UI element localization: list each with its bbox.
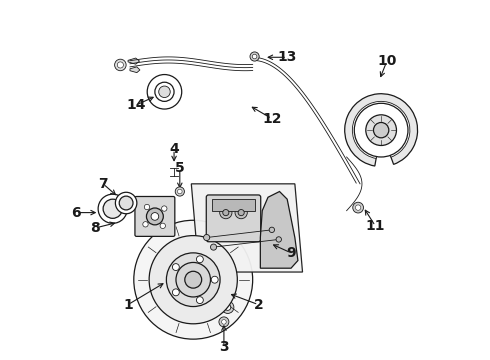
Circle shape — [159, 86, 170, 98]
Text: 5: 5 — [175, 162, 185, 175]
Circle shape — [117, 62, 123, 68]
Circle shape — [211, 244, 217, 250]
Text: 14: 14 — [126, 98, 146, 112]
Circle shape — [220, 206, 232, 219]
Circle shape — [177, 189, 182, 194]
Circle shape — [149, 235, 237, 324]
Circle shape — [353, 202, 364, 213]
Circle shape — [235, 206, 247, 219]
Circle shape — [145, 204, 149, 210]
FancyBboxPatch shape — [206, 195, 261, 242]
Text: 3: 3 — [219, 340, 229, 354]
Circle shape — [172, 289, 179, 296]
Circle shape — [147, 75, 182, 109]
Text: 13: 13 — [277, 50, 297, 64]
Circle shape — [196, 256, 203, 263]
Circle shape — [225, 304, 231, 310]
Circle shape — [172, 264, 179, 270]
Circle shape — [115, 59, 126, 71]
Text: 7: 7 — [98, 177, 108, 191]
Circle shape — [147, 208, 163, 225]
Circle shape — [119, 196, 133, 210]
Circle shape — [175, 187, 184, 196]
Circle shape — [167, 253, 220, 307]
Circle shape — [196, 297, 203, 303]
Circle shape — [373, 122, 389, 138]
Text: 1: 1 — [123, 298, 133, 312]
Text: 2: 2 — [253, 298, 263, 312]
Circle shape — [355, 205, 361, 210]
Text: 8: 8 — [91, 221, 100, 235]
Circle shape — [366, 115, 396, 145]
Circle shape — [221, 301, 234, 314]
Circle shape — [223, 210, 229, 216]
Polygon shape — [130, 67, 140, 73]
Circle shape — [160, 223, 166, 229]
Text: 9: 9 — [286, 246, 296, 260]
Polygon shape — [260, 192, 298, 268]
Circle shape — [134, 220, 253, 339]
Circle shape — [143, 222, 148, 227]
Circle shape — [115, 192, 137, 214]
Circle shape — [155, 82, 174, 102]
Circle shape — [221, 320, 226, 324]
Circle shape — [238, 210, 244, 216]
Circle shape — [103, 199, 122, 219]
Circle shape — [221, 287, 234, 299]
Circle shape — [162, 206, 167, 211]
Text: 12: 12 — [262, 112, 282, 126]
Circle shape — [151, 213, 159, 220]
Circle shape — [354, 103, 408, 157]
Wedge shape — [352, 102, 410, 158]
Circle shape — [225, 290, 231, 296]
Circle shape — [203, 234, 210, 240]
Text: 4: 4 — [169, 142, 179, 156]
Circle shape — [185, 271, 202, 288]
Text: 11: 11 — [366, 219, 385, 233]
Text: 6: 6 — [72, 206, 81, 220]
Polygon shape — [191, 184, 302, 272]
Circle shape — [219, 317, 229, 327]
Circle shape — [250, 52, 259, 61]
Polygon shape — [128, 58, 140, 64]
Circle shape — [276, 237, 281, 242]
Wedge shape — [344, 94, 417, 166]
FancyBboxPatch shape — [135, 197, 175, 237]
Circle shape — [252, 54, 257, 59]
Circle shape — [269, 227, 274, 233]
Text: 10: 10 — [377, 54, 396, 68]
Circle shape — [211, 276, 218, 283]
Bar — [212, 199, 255, 211]
Circle shape — [98, 194, 127, 223]
Circle shape — [176, 262, 211, 297]
